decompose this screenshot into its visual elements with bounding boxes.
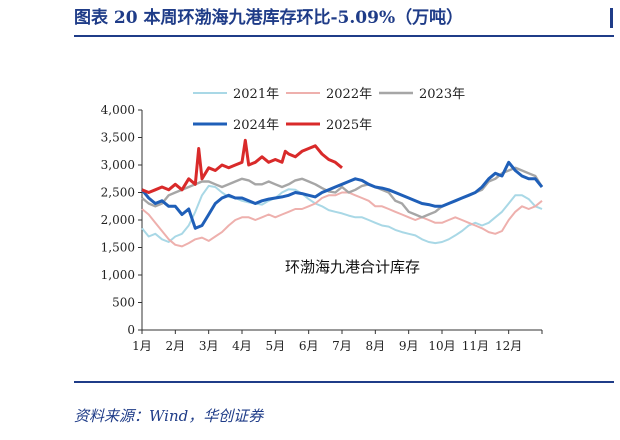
figure-title: 图表 20 本周环渤海九港库存环比-5.09%（万吨） — [74, 8, 464, 28]
x-tick-label: 1月 — [132, 339, 152, 353]
legend-label: 2022年 — [326, 87, 372, 102]
x-tick-label: 11月 — [462, 339, 489, 353]
x-tick-label: 12月 — [495, 339, 522, 353]
source-note: 资料来源：Wind，华创证券 — [74, 407, 264, 425]
adjacent-figure-edge — [610, 8, 620, 28]
y-tick-label: 2,000 — [101, 213, 135, 227]
series-line-2022年 — [141, 191, 543, 248]
series-line-2025年 — [141, 138, 343, 194]
chart-annotation: 环渤海九港合计库存 — [285, 258, 420, 276]
title-rule — [74, 35, 614, 37]
y-tick-label: 1,000 — [101, 268, 135, 282]
x-tick-label: 2月 — [166, 339, 186, 353]
x-tick-label: 3月 — [199, 339, 219, 353]
legend-label: 2023年 — [419, 87, 465, 102]
source-rule — [74, 381, 614, 383]
y-tick-label: 1,500 — [101, 241, 135, 255]
legend-label: 2021年 — [233, 87, 279, 102]
chart-legend: 2021年 2022年 2023年 2024年 2025年 — [193, 87, 465, 133]
chart-axes: 0 500 1,000 1,500 2,000 2,500 3,000 3,500 4,000 1… — [101, 103, 543, 353]
x-tick-label: 10月 — [428, 339, 455, 353]
x-tick-label: 5月 — [266, 339, 286, 353]
y-tick-label: 2,500 — [101, 186, 135, 200]
y-tick-label: 4,000 — [101, 103, 135, 117]
x-tick-label: 4月 — [232, 339, 252, 353]
x-tick-label: 9月 — [399, 339, 419, 353]
legend-label: 2025年 — [326, 118, 372, 133]
y-tick-label: 3,000 — [101, 158, 135, 172]
x-tick-label: 7月 — [332, 339, 352, 353]
x-tick-label: 8月 — [366, 339, 386, 353]
chart-series — [140, 138, 544, 248]
y-tick-label: 0 — [127, 323, 135, 337]
legend-label: 2024年 — [233, 118, 279, 133]
y-tick-label: 3,500 — [101, 131, 135, 145]
y-tick-label: 500 — [112, 296, 135, 310]
x-tick-label: 6月 — [299, 339, 319, 353]
series-line-2024年 — [140, 160, 544, 230]
series-line-2021年 — [141, 184, 543, 245]
